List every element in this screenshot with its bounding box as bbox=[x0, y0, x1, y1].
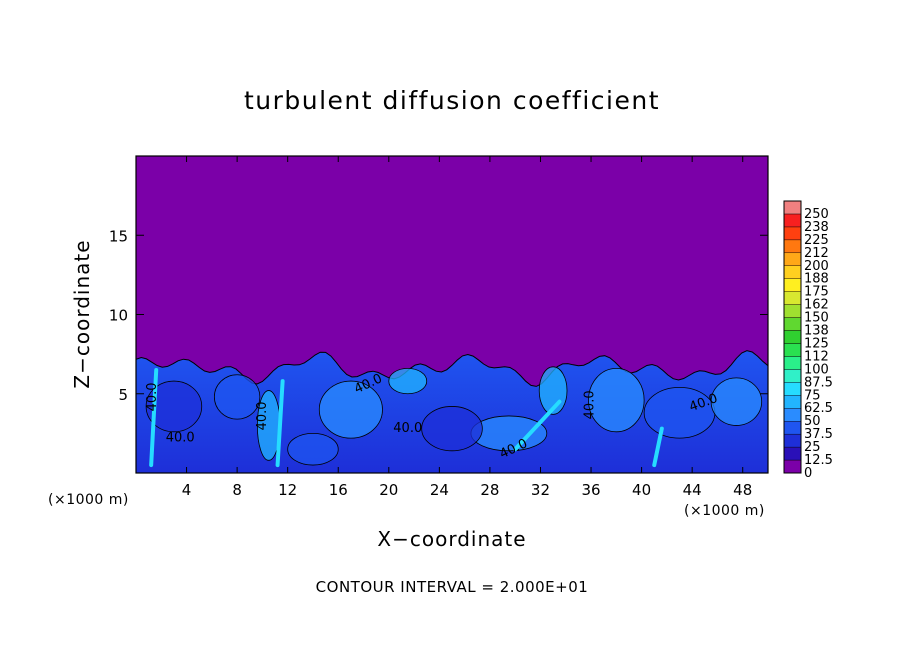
colorbar-label: 87.5 bbox=[804, 375, 833, 390]
streak-region bbox=[149, 367, 159, 468]
y-tick-label: 10 bbox=[109, 307, 128, 325]
colorbar-swatch bbox=[783, 446, 802, 461]
contour-label: 40.0 bbox=[583, 390, 598, 419]
colorbar-label: 162 bbox=[804, 298, 829, 313]
contour-interval-note: CONTOUR INTERVAL = 2.000E+01 bbox=[315, 578, 589, 596]
x-tick-label: 20 bbox=[379, 481, 398, 499]
contour-label: 40.0 bbox=[255, 401, 270, 430]
x-tick-label: 24 bbox=[430, 481, 449, 499]
colorbar-label: 37.5 bbox=[804, 427, 833, 442]
colorbar-label: 238 bbox=[804, 220, 829, 235]
colorbar-label: 250 bbox=[804, 207, 829, 222]
colorbar-label: 225 bbox=[804, 233, 829, 248]
eddy-region bbox=[145, 380, 203, 433]
colorbar-swatch bbox=[783, 343, 802, 357]
colorbar-swatch bbox=[783, 291, 802, 305]
colorbar-swatch bbox=[783, 278, 802, 292]
eddy-region bbox=[318, 380, 383, 439]
x-unit-right: (×1000 m) bbox=[684, 503, 765, 519]
x-tick-label: 16 bbox=[329, 481, 348, 499]
streak-region bbox=[513, 399, 562, 452]
x-tick-label: 32 bbox=[531, 481, 550, 499]
x-tick-label: 48 bbox=[733, 481, 752, 499]
colorbar-swatch bbox=[783, 433, 802, 448]
x-axis-label: X−coordinate bbox=[377, 527, 527, 551]
colorbar-label: 12.5 bbox=[804, 453, 833, 468]
x-tick-label: 36 bbox=[581, 481, 600, 499]
eddy-region bbox=[213, 374, 261, 420]
colorbar-label: 138 bbox=[804, 324, 829, 339]
eddy-region bbox=[388, 367, 428, 395]
colorbar-swatch bbox=[783, 252, 802, 266]
contour-label: 40.0 bbox=[145, 382, 160, 411]
colorbar-swatch bbox=[783, 408, 802, 422]
colorbar-swatch bbox=[783, 382, 802, 396]
x-tick-label: 12 bbox=[278, 481, 297, 499]
contour-label: 40.0 bbox=[166, 430, 195, 445]
x-tick-label: 28 bbox=[480, 481, 499, 499]
y-tick-label: 5 bbox=[118, 386, 128, 404]
colorbar-frame bbox=[783, 200, 802, 474]
colorbar-label: 212 bbox=[804, 246, 829, 261]
colorbar-swatch bbox=[783, 239, 802, 254]
colorbar-swatch bbox=[783, 395, 802, 409]
colorbar-label: 112 bbox=[804, 349, 829, 364]
x-tick-label: 4 bbox=[182, 481, 192, 499]
colorbar-swatch bbox=[783, 459, 802, 474]
eddy-region bbox=[710, 377, 763, 426]
colorbar-label: 175 bbox=[804, 285, 829, 300]
colorbar-label: 62.5 bbox=[804, 401, 833, 416]
colorbar-swatch bbox=[783, 200, 802, 215]
x-unit-left: (×1000 m) bbox=[48, 492, 129, 508]
colorbar-label: 75 bbox=[804, 388, 821, 403]
streak-region bbox=[652, 426, 664, 468]
colorbar-swatch bbox=[783, 369, 802, 383]
colorbar-label: 188 bbox=[804, 272, 829, 287]
eddy-region bbox=[287, 432, 339, 466]
colorbar-label: 150 bbox=[804, 311, 829, 326]
colorbar-swatch bbox=[783, 420, 802, 435]
colorbar-label: 200 bbox=[804, 259, 829, 274]
contour-label: 40.0 bbox=[393, 421, 422, 436]
colorbar-swatch bbox=[783, 356, 802, 370]
colorbar-label: 0 bbox=[804, 466, 812, 481]
colorbar-swatch bbox=[783, 213, 802, 228]
x-tick-label: 8 bbox=[232, 481, 242, 499]
colorbar-swatch bbox=[783, 317, 802, 331]
colorbar-swatch bbox=[783, 304, 802, 318]
eddy-region bbox=[588, 367, 645, 433]
colorbar-label: 100 bbox=[804, 362, 829, 377]
colorbar-swatch bbox=[783, 330, 802, 344]
x-tick-label: 44 bbox=[683, 481, 702, 499]
colorbar-label: 125 bbox=[804, 336, 829, 351]
chart-title: turbulent diffusion coefficient bbox=[243, 86, 661, 115]
colorbar-label: 50 bbox=[804, 414, 821, 429]
colorbar-swatch bbox=[783, 265, 802, 279]
x-tick-label: 40 bbox=[632, 481, 651, 499]
streak-region bbox=[275, 379, 285, 468]
y-axis-label: Z−coordinate bbox=[70, 239, 94, 389]
y-tick-label: 15 bbox=[109, 227, 128, 245]
eddy-region bbox=[421, 406, 483, 452]
colorbar-swatch bbox=[783, 226, 802, 241]
colorbar-label: 25 bbox=[804, 440, 821, 455]
